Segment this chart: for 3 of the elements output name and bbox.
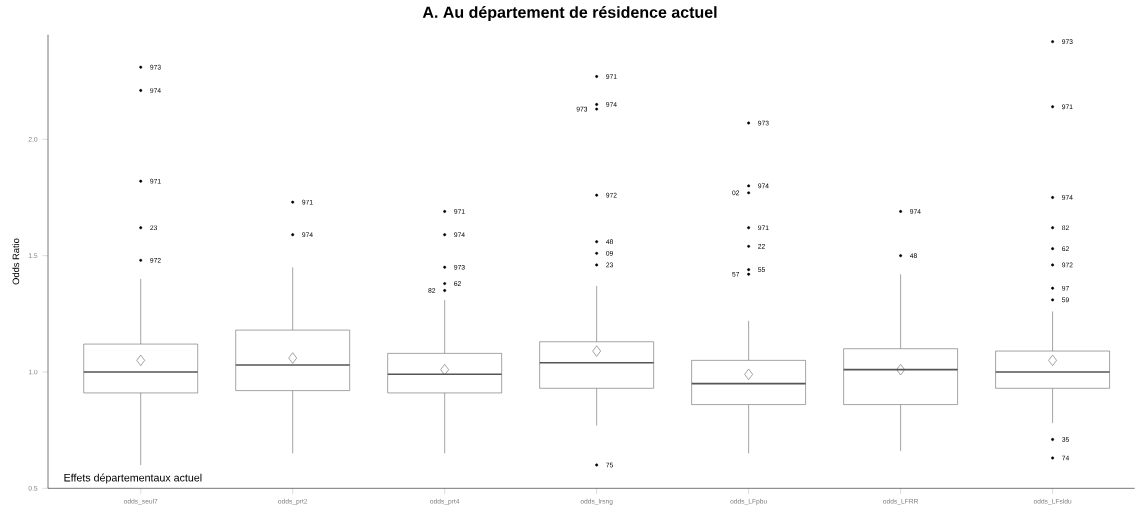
chart-title: A. Au département de résidence actuel	[422, 6, 717, 22]
y-axis-title: Odds Ratio	[12, 238, 20, 285]
annotation: Effets départementaux actuel	[64, 473, 202, 484]
